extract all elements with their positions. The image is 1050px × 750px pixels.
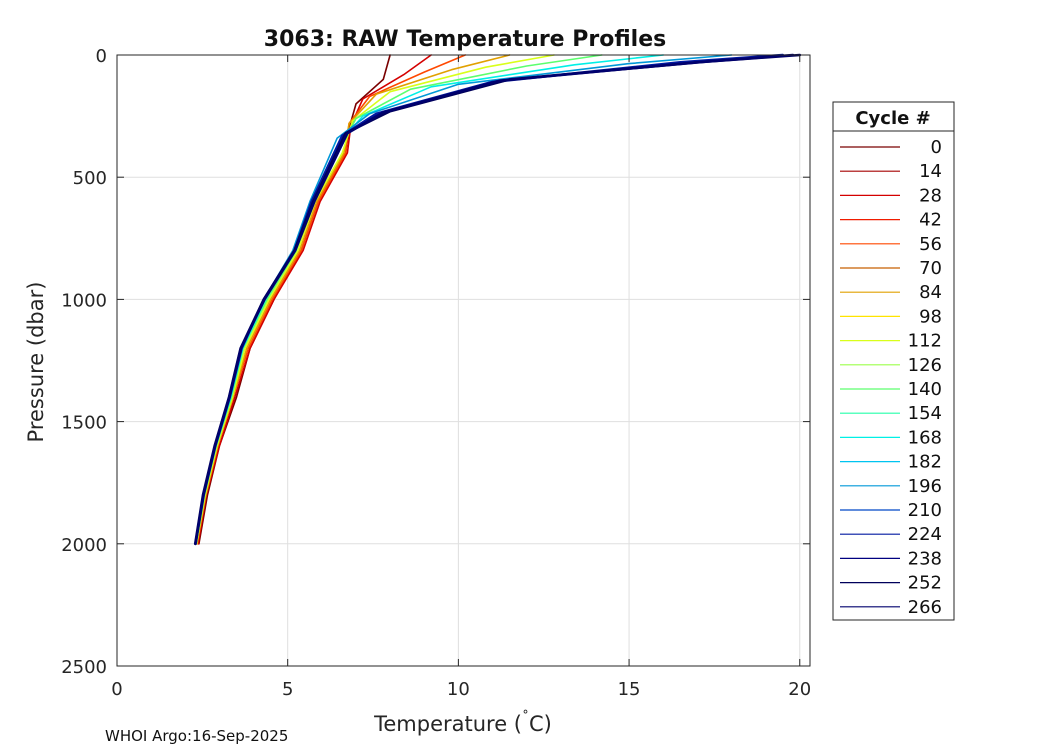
x-tick-label: 0 [111,679,122,700]
x-axis-label-post: C) [529,712,552,736]
profile-line-cycle-28 [197,54,432,545]
x-tick-label: 20 [788,679,811,700]
legend-label-42: 42 [919,210,942,231]
legend-label-182: 182 [908,452,942,473]
y-axis-ticks: 0 500 1000 1500 2000 2500 [61,46,810,678]
y-tick-label: 1500 [61,413,107,434]
legend: Cycle # 0 14 28 42 56 70 84 98 112 126 140 154 168 18… [832,101,955,621]
legend-label-196: 196 [908,476,942,497]
legend-label-238: 238 [908,548,942,569]
grid-lines [117,55,810,666]
legend-label-168: 168 [908,427,942,448]
y-axis-label: Pressure (dbar) [24,282,48,443]
legend-label-28: 28 [919,185,942,206]
footer-credit: WHOI Argo:16-Sep-2025 [105,727,288,745]
y-tick-label: 2500 [61,657,107,678]
x-axis-ticks: 0 5 10 15 20 [111,55,811,700]
y-tick-label: 1000 [61,290,107,311]
legend-label-224: 224 [908,524,942,545]
x-axis-label: Temperature (˚C) [373,709,552,736]
profile-line-cycle-266 [194,53,795,546]
legend-label-126: 126 [908,355,942,376]
x-tick-label: 10 [447,679,470,700]
legend-label-98: 98 [919,306,942,327]
legend-label-154: 154 [908,403,942,424]
legend-label-84: 84 [919,282,942,303]
legend-label-140: 140 [908,379,942,400]
x-axis-label-pre: Temperature ( [373,712,522,736]
legend-label-14: 14 [919,161,942,182]
chart-title: 3063: RAW Temperature Profiles [264,27,666,52]
profile-lines [193,53,802,546]
x-tick-label: 15 [618,679,641,700]
profile-line-cycle-112 [195,54,555,545]
legend-label-56: 56 [919,234,942,255]
legend-title: Cycle # [855,108,930,129]
legend-label-210: 210 [908,500,942,521]
legend-label-252: 252 [908,573,942,594]
x-axis-label-degree: ˚ [522,709,529,726]
legend-label-112: 112 [908,331,942,352]
legend-label-266: 266 [908,597,942,618]
legend-label-0: 0 [931,137,942,158]
plot-frame [116,54,811,667]
x-tick-label: 5 [282,679,293,700]
y-tick-label: 0 [96,46,107,67]
legend-items: 0 14 28 42 56 70 84 98 112 126 140 154 168 182 196 210 2… [840,137,942,618]
legend-label-70: 70 [919,258,942,279]
y-tick-label: 500 [73,168,107,189]
y-tick-label: 2000 [61,535,107,556]
